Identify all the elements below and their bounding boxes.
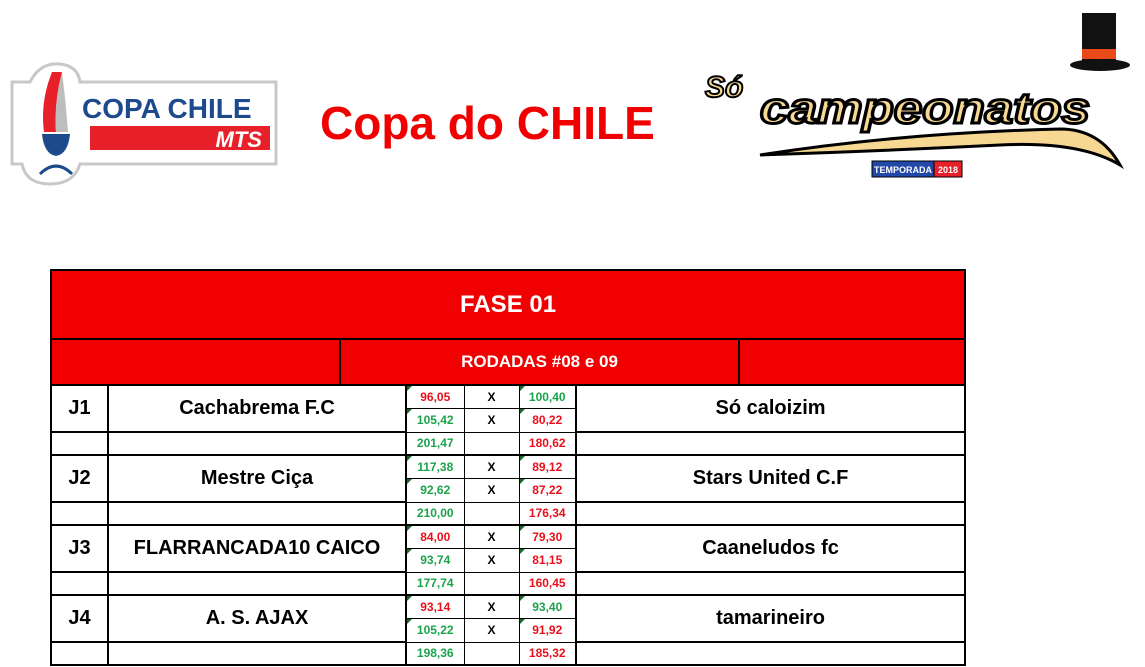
home-score: 105,22 [405, 617, 465, 643]
versus-mark: X [463, 524, 520, 549]
header-blank-left [53, 341, 341, 383]
away-team: Caaneludos fc [574, 524, 967, 573]
copa-chile-logo: COPA CHILE MTS [10, 62, 278, 186]
svg-text:Só: Só [705, 71, 743, 104]
game-row: J1 Cachabrema F.C 96,05 X 100,40 Só calo… [50, 384, 967, 433]
away-total: 160,45 [518, 571, 577, 596]
home-score: 117,38 [405, 454, 465, 479]
game-row: J2 Mestre Ciça 117,38 X 89,12 Stars Unit… [50, 454, 967, 503]
game-id: J1 [50, 384, 109, 433]
away-total: 180,62 [518, 431, 577, 456]
game-row: 93,74 X 81,15 [51, 547, 965, 573]
away-score: 81,15 [518, 547, 577, 573]
away-team: Só caloizim [574, 384, 967, 433]
home-score: 93,74 [405, 547, 465, 573]
versus-mark: X [463, 454, 520, 479]
results-table: FASE 01 RODADAS #08 e 09 J1 Cachabrema F… [49, 269, 967, 666]
away-score: 87,22 [518, 477, 577, 503]
game-id: J3 [50, 524, 109, 573]
versus-mark: X [463, 547, 520, 573]
game-row: 105,22 X 91,92 [51, 617, 965, 643]
svg-text:TEMPORADA: TEMPORADA [874, 165, 932, 175]
home-total: 210,00 [405, 501, 465, 526]
total-row: 210,00 176,34 [50, 501, 967, 526]
total-row: 198,36 185,32 [50, 641, 967, 666]
home-team: Mestre Ciça [107, 454, 407, 503]
home-team: FLARRANCADA10 CAICO [107, 524, 407, 573]
home-team: A. S. AJAX [107, 594, 407, 643]
versus-mark: X [463, 407, 520, 433]
home-team: Cachabrema F.C [107, 384, 407, 433]
home-score: 105,42 [405, 407, 465, 433]
home-total: 198,36 [405, 641, 465, 666]
home-score: 84,00 [405, 524, 465, 549]
page-title: Copa do CHILE [320, 97, 655, 149]
away-score: 80,22 [518, 407, 577, 433]
total-row: 177,74 160,45 [50, 571, 967, 596]
home-total: 177,74 [405, 571, 465, 596]
home-score: 93,14 [405, 594, 465, 619]
away-total: 176,34 [518, 501, 577, 526]
versus-mark: X [463, 594, 520, 619]
versus-mark: X [463, 384, 520, 409]
away-total: 185,32 [518, 641, 577, 666]
phase-header: FASE 01 [49, 269, 967, 340]
svg-text:2018: 2018 [938, 165, 958, 175]
away-score: 93,40 [518, 594, 577, 619]
svg-text:MTS: MTS [216, 127, 263, 152]
away-score: 100,40 [518, 384, 577, 409]
versus-mark: X [463, 477, 520, 503]
home-score: 96,05 [405, 384, 465, 409]
away-score: 91,92 [518, 617, 577, 643]
away-team: tamarineiro [574, 594, 967, 643]
game-id: J4 [50, 594, 109, 643]
away-score: 79,30 [518, 524, 577, 549]
away-score: 89,12 [518, 454, 577, 479]
game-row: J3 FLARRANCADA10 CAICO 84,00 X 79,30 Caa… [50, 524, 967, 573]
game-id: J2 [50, 454, 109, 503]
game-row: 105,42 X 80,22 [51, 407, 965, 433]
home-score: 92,62 [405, 477, 465, 503]
total-row: 201,47 180,62 [50, 431, 967, 456]
svg-text:campeonatos: campeonatos [760, 84, 1090, 133]
home-total: 201,47 [405, 431, 465, 456]
versus-mark: X [463, 617, 520, 643]
so-campeonatos-logo: Só campeonatos TEMPORADA 2018 [704, 13, 1130, 178]
away-team: Stars United C.F [574, 454, 967, 503]
svg-text:COPA CHILE: COPA CHILE [82, 93, 252, 124]
rounds-header-row: RODADAS #08 e 09 [49, 338, 967, 386]
header-blank-right [740, 341, 963, 383]
game-row: J4 A. S. AJAX 93,14 X 93,40 tamarineiro [50, 594, 967, 643]
rounds-header: RODADAS #08 e 09 [341, 341, 740, 383]
